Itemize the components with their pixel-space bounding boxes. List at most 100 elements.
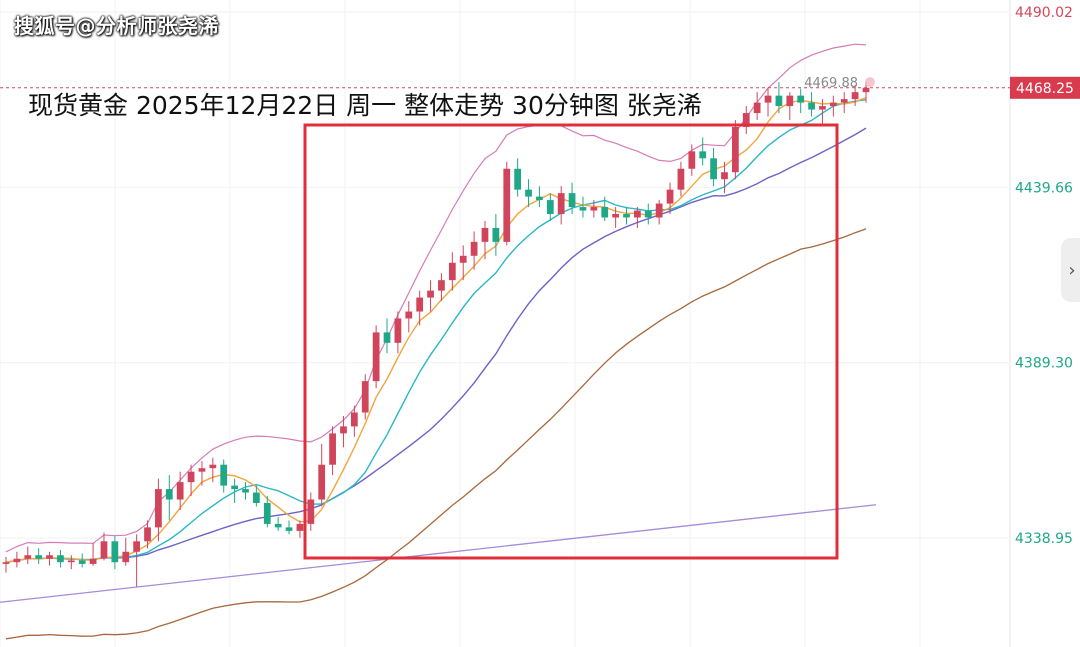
high-marker-label: 4469.88	[804, 76, 858, 91]
candle-body	[742, 113, 750, 127]
last-price-label: 4468.25	[1016, 81, 1074, 97]
candle-body	[383, 332, 391, 343]
candle-body	[536, 196, 543, 201]
candle-body	[2, 562, 10, 564]
candle-body	[438, 280, 445, 291]
candle-body	[688, 151, 696, 169]
ma-blue-line	[5, 127, 867, 563]
y-tick-label: 4389.30	[1015, 356, 1073, 372]
candle-body	[89, 558, 97, 564]
candle-body	[372, 332, 380, 382]
candle-body	[514, 168, 522, 190]
candle-body	[612, 214, 619, 218]
candle-body	[198, 468, 206, 472]
candle-body	[57, 555, 64, 563]
candle-body	[329, 433, 336, 465]
y-tick-label: 4338.95	[1015, 531, 1073, 547]
candle-body	[764, 95, 772, 103]
last-price-tag	[1010, 76, 1080, 99]
y-tick-label: 4439.66	[1015, 180, 1073, 196]
high-marker-dot	[865, 77, 875, 88]
candle-body	[579, 207, 587, 211]
candle-body	[274, 523, 282, 528]
candle-body	[416, 297, 424, 312]
candle-body	[699, 151, 707, 159]
candle-body	[525, 189, 532, 197]
candle-body	[209, 464, 217, 469]
candle-body	[187, 471, 195, 483]
candle-body	[46, 555, 53, 559]
candle-body	[590, 207, 598, 211]
candle-body	[361, 381, 369, 413]
bollinger-upper-line	[5, 43, 867, 553]
candle-body	[721, 172, 728, 180]
candle-body	[296, 523, 304, 531]
candle-body	[263, 503, 271, 524]
candle-body	[122, 551, 130, 563]
ma-brown-line	[5, 228, 867, 640]
candle-body	[470, 241, 478, 256]
candle-body	[623, 214, 630, 218]
candle-body	[601, 207, 609, 218]
candle-body	[448, 262, 456, 281]
candle-body	[819, 106, 826, 110]
candle-body	[144, 527, 151, 542]
candle-body	[24, 555, 32, 559]
candle-body	[405, 311, 413, 319]
candle-body	[459, 255, 467, 263]
candle-body	[318, 464, 326, 500]
candle-body	[13, 558, 21, 563]
candle-body	[775, 95, 783, 107]
candle-body	[731, 126, 739, 173]
candle-body	[644, 210, 652, 218]
candle-body	[176, 482, 184, 500]
candle-body	[840, 99, 848, 103]
candle-body	[862, 87, 870, 93]
candle-body	[78, 560, 86, 564]
chevron-right-icon: ›	[1068, 259, 1076, 281]
candle-body	[394, 318, 402, 343]
ma-orange-line	[5, 96, 867, 563]
candle-body	[35, 555, 43, 559]
candle-body	[797, 95, 805, 103]
candle-body	[677, 168, 685, 190]
candle-body	[568, 193, 576, 208]
scroll-right-button[interactable]: ›	[1061, 238, 1080, 302]
candle-body	[546, 200, 554, 215]
ma-cyan-line	[5, 99, 867, 563]
candle-body	[503, 168, 511, 242]
candle-body	[710, 158, 717, 180]
chart-title: 现货黄金 2025年12月22日 周一 整体走势 30分钟图 张尧浠	[28, 91, 702, 120]
ma-lavender-line	[0, 504, 877, 603]
candle-body	[786, 95, 794, 107]
candle-body	[753, 102, 761, 114]
candle-body	[67, 560, 75, 563]
candle-body	[829, 102, 837, 107]
candle-body	[492, 227, 500, 242]
candle-body	[307, 499, 315, 524]
candle-body	[220, 464, 228, 486]
candle-body	[231, 485, 238, 490]
candle-body	[285, 527, 293, 531]
candle-body	[666, 189, 674, 204]
candle-body	[100, 541, 108, 559]
candle-body	[808, 102, 815, 110]
candle-body	[557, 193, 565, 215]
y-tick-label: 4490.02	[1015, 5, 1073, 21]
candle-body	[155, 489, 162, 528]
candle-body	[634, 210, 641, 218]
candle-body	[111, 541, 119, 563]
candle-body	[481, 227, 489, 242]
candle-body	[427, 290, 434, 298]
candle-body	[340, 426, 347, 434]
candle-body	[350, 412, 358, 427]
highlight-box	[303, 123, 839, 560]
candle-body	[655, 203, 663, 218]
candle-body	[165, 489, 173, 500]
candle-body	[242, 489, 249, 493]
candle-body	[133, 541, 141, 552]
watermark: 搜狐号@分析师张尧浠	[14, 14, 219, 38]
candle-body	[253, 492, 260, 504]
